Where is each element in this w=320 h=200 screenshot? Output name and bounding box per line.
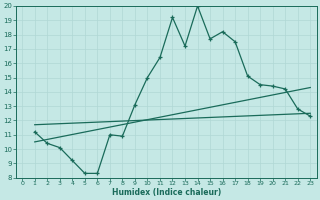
X-axis label: Humidex (Indice chaleur): Humidex (Indice chaleur): [112, 188, 221, 197]
